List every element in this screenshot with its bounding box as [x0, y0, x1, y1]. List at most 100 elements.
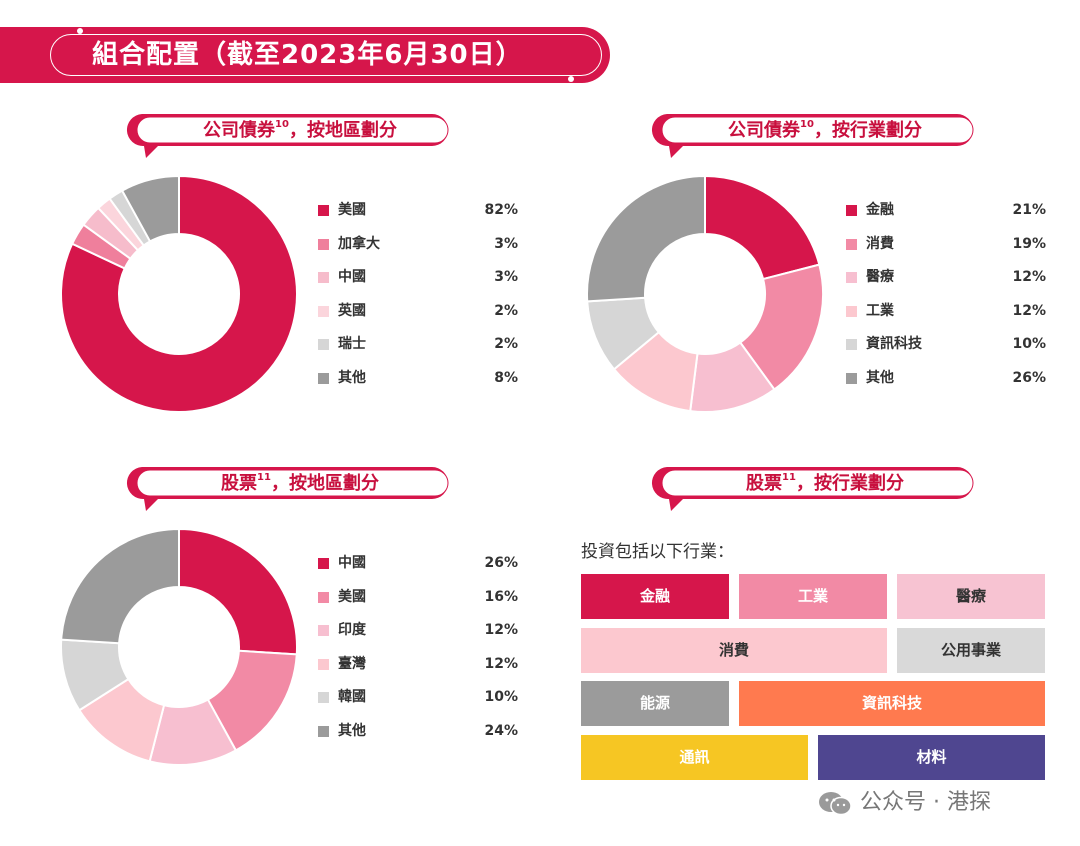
- donut-slice-金融: [704, 174, 821, 281]
- legend-item: 醫療 12%: [846, 267, 1046, 301]
- decor-dot: [568, 76, 574, 82]
- legend-item: 韓國 10%: [318, 687, 518, 721]
- legend-label: 消費: [866, 235, 894, 252]
- legend-value: 16%: [484, 588, 518, 605]
- pill-frame: [651, 114, 974, 158]
- industry-tile: 材料: [818, 735, 1045, 780]
- legend-label: 資訊科技: [866, 336, 922, 352]
- donut-slice-中國: [178, 527, 298, 656]
- legend-item: 其他 26%: [846, 368, 1046, 402]
- donut-slice-其他: [60, 527, 180, 645]
- industry-tile: 醫療: [897, 574, 1045, 619]
- legend-swatch: [318, 372, 329, 384]
- donut-chart-equity-region: [60, 527, 298, 766]
- legend-item: 加拿大 3%: [318, 234, 518, 268]
- industry-tile: 能源: [581, 681, 729, 726]
- legend-value: 8%: [494, 369, 518, 386]
- legend-item: 瑞士 2%: [318, 334, 518, 368]
- legend-label: 美國: [338, 202, 366, 218]
- legend-item: 臺灣 12%: [318, 654, 518, 688]
- legend-swatch: [846, 305, 857, 317]
- legend-label: 臺灣: [338, 655, 366, 672]
- legend-label: 印度: [338, 622, 366, 638]
- legend-label: 其他: [338, 722, 366, 739]
- legend-swatch: [318, 272, 329, 283]
- legend-swatch: [318, 725, 329, 737]
- page-title: 組合配置（截至2023年6月30日）: [92, 40, 523, 70]
- legend-value: 24%: [484, 722, 518, 739]
- legend-bond-region: 美國 82% 加拿大 3% 中國 3% 英國 2% 瑞士 2% 其他 8%: [318, 200, 518, 401]
- header-frame: [50, 34, 602, 76]
- legend-value: 10%: [484, 689, 518, 705]
- legend-value: 2%: [494, 336, 518, 352]
- legend-label: 金融: [866, 202, 894, 218]
- legend-swatch: [318, 692, 329, 703]
- legend-item: 美國 16%: [318, 587, 518, 621]
- legend-swatch: [318, 625, 329, 636]
- industry-tile: 通訊: [581, 735, 808, 780]
- legend-bond-industry: 金融 21% 消費 19% 醫療 12% 工業 12% 資訊科技 10% 其他 26%: [846, 200, 1046, 401]
- legend-value: 2%: [494, 302, 518, 319]
- legend-value: 19%: [1012, 235, 1046, 252]
- legend-item: 金融 21%: [846, 200, 1046, 234]
- donut-slice-其他: [120, 174, 180, 243]
- pill-frame: [126, 114, 449, 158]
- legend-label: 韓國: [338, 689, 366, 705]
- industry-grid-title: 投資包括以下行業：: [581, 542, 734, 562]
- legend-swatch: [846, 339, 857, 350]
- legend-value: 82%: [484, 202, 518, 218]
- industry-tile: 資訊科技: [739, 681, 1045, 726]
- pill-frame: [126, 467, 449, 511]
- header-banner: [0, 27, 610, 83]
- donut-slice-其他: [586, 174, 706, 303]
- section-equity-region: 股票11，按地區劃分: [120, 465, 450, 515]
- legend-swatch: [318, 305, 329, 317]
- section-bond-industry: 公司債券10，按行業劃分: [645, 112, 975, 162]
- industry-tile: 工業: [739, 574, 887, 619]
- section-title: 股票11，按行業劃分: [746, 472, 904, 494]
- legend-value: 26%: [1012, 369, 1046, 386]
- legend-swatch: [318, 205, 329, 216]
- pill-frame: [651, 467, 974, 511]
- legend-swatch: [846, 205, 857, 216]
- legend-swatch: [846, 238, 857, 250]
- industry-tile: 消費: [581, 628, 887, 673]
- legend-item: 資訊科技 10%: [846, 334, 1046, 368]
- legend-swatch: [318, 339, 329, 350]
- legend-swatch: [846, 372, 857, 384]
- decor-dot: [77, 28, 83, 34]
- legend-label: 英國: [338, 302, 366, 319]
- legend-item: 其他 24%: [318, 721, 518, 755]
- legend-label: 中國: [338, 269, 366, 285]
- legend-label: 其他: [866, 369, 894, 386]
- donut-chart-bond-region: [60, 174, 298, 413]
- legend-label: 中國: [338, 555, 366, 571]
- legend-label: 美國: [338, 588, 366, 605]
- legend-item: 消費 19%: [846, 234, 1046, 268]
- legend-label: 工業: [866, 302, 894, 319]
- industry-tile: 公用事業: [897, 628, 1045, 673]
- legend-label: 瑞士: [338, 336, 366, 352]
- donut-slice-美國: [60, 174, 298, 413]
- legend-value: 26%: [484, 555, 518, 571]
- legend-value: 12%: [484, 655, 518, 672]
- legend-label: 加拿大: [338, 235, 380, 252]
- legend-item: 美國 82%: [318, 200, 518, 234]
- legend-value: 3%: [494, 269, 518, 285]
- legend-value: 10%: [1012, 336, 1046, 352]
- legend-label: 醫療: [866, 269, 894, 285]
- legend-swatch: [846, 272, 857, 283]
- watermark-text: 公众号 · 港探: [860, 790, 991, 815]
- legend-item: 英國 2%: [318, 301, 518, 335]
- legend-label: 其他: [338, 369, 366, 386]
- legend-value: 12%: [1012, 302, 1046, 319]
- legend-value: 12%: [1012, 269, 1046, 285]
- legend-item: 工業 12%: [846, 301, 1046, 335]
- donut-chart-bond-industry: [586, 174, 824, 413]
- legend-swatch: [318, 238, 329, 250]
- legend-swatch: [318, 591, 329, 603]
- legend-value: 21%: [1012, 202, 1046, 218]
- section-bond-region: 公司債券10，按地區劃分: [120, 112, 450, 162]
- legend-item: 中國 26%: [318, 553, 518, 587]
- legend-equity-region: 中國 26% 美國 16% 印度 12% 臺灣 12% 韓國 10% 其他 24%: [318, 553, 518, 754]
